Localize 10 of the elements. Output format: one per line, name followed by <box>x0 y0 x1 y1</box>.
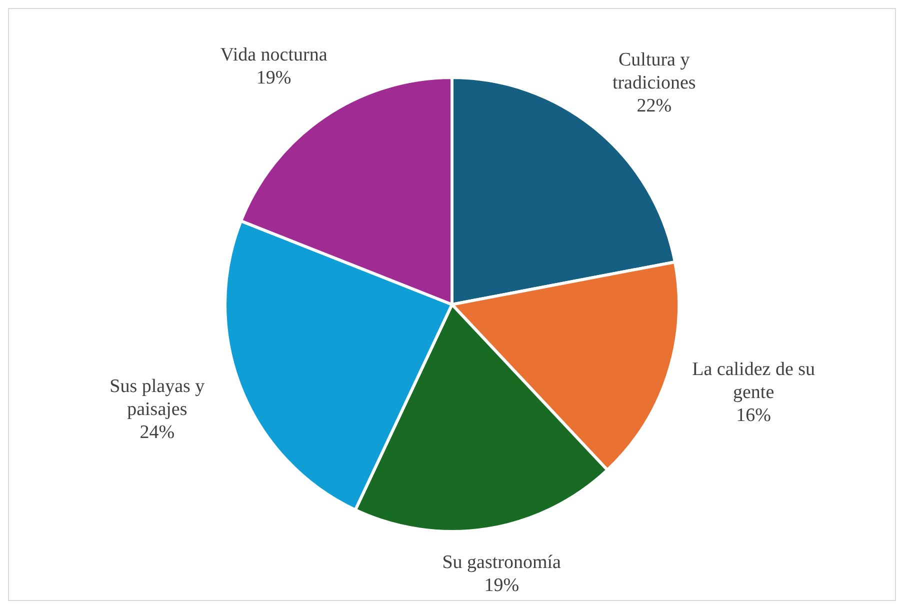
data-label: 22% <box>636 95 672 116</box>
slice-label: La calidez de su gente <box>692 359 816 404</box>
slice-label: Su gastronomía <box>442 552 562 573</box>
data-label: 19% <box>484 574 520 596</box>
data-label: 16% <box>736 405 772 426</box>
data-label: 19% <box>256 68 292 89</box>
data-label: 24% <box>140 422 175 444</box>
slice-label: Vida nocturna <box>220 44 328 66</box>
slice-label: Cultura y tradiciones <box>612 49 696 94</box>
slice-label: Sus playas y paisajes <box>110 376 206 420</box>
